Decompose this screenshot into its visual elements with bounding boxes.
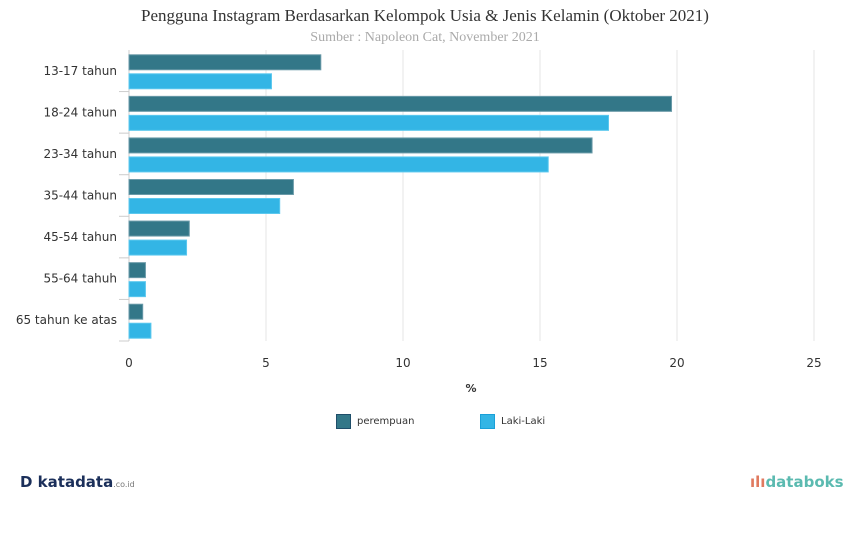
y-tick-label: 45-54 tahun: [43, 230, 117, 244]
legend-label: perempuan: [357, 416, 415, 427]
katadata-logo: D katadata.co.id: [20, 473, 135, 491]
bar-laki-laki-4: [128, 239, 188, 256]
legend-item-laki-laki[interactable]: Laki-Laki: [480, 414, 545, 429]
bar-perempuan-2: [128, 137, 593, 154]
bar-perempuan-1: [128, 95, 673, 112]
databoks-logo: ılıdataboks: [750, 473, 844, 491]
y-tick-label: 18-24 tahun: [43, 105, 117, 119]
bar-laki-laki-6: [128, 322, 152, 339]
x-tick-label: 20: [669, 356, 684, 370]
legend-item-perempuan[interactable]: perempuan: [336, 414, 414, 429]
bar-chart: 0 5 10 15 20 25% 13-17 tahun 18-24 tahun 23-34 t…: [16, 50, 822, 395]
bar-perempuan-4: [128, 220, 190, 237]
x-tick-label: 0: [125, 356, 133, 370]
bar-perempuan-0: [128, 54, 322, 71]
y-tick-label: 35-44 tahun: [43, 189, 117, 203]
bar-laki-laki-1: [128, 114, 609, 131]
y-tick-label: 55-64 tahuh: [43, 272, 117, 286]
legend-label: Laki-Laki: [501, 416, 546, 427]
bar-perempuan-5: [128, 262, 146, 279]
chart-subtitle: Sumber : Napoleon Cat, November 2021: [310, 30, 540, 45]
legend-swatch: [480, 414, 495, 429]
bar-laki-laki-0: [128, 73, 272, 90]
y-tick-label: 13-17 tahun: [43, 64, 117, 78]
bar-laki-laki-3: [128, 198, 281, 214]
chart-title: Pengguna Instagram Berdasarkan Kelompok …: [141, 6, 709, 25]
y-tick-label: 23-34 tahun: [43, 147, 117, 161]
bar-laki-laki-5: [128, 281, 146, 298]
x-tick-label: 5: [262, 356, 270, 370]
x-tick-label: 25: [806, 356, 821, 370]
y-tick-label: 65 tahun ke atas: [16, 313, 117, 327]
legend-swatch: [336, 414, 351, 429]
bar-perempuan-3: [128, 179, 294, 195]
bar-perempuan-6: [128, 303, 144, 320]
x-tick-label: 15: [532, 356, 547, 370]
bar-laki-laki-2: [128, 156, 549, 173]
x-tick-label: 10: [395, 356, 410, 370]
x-axis-label: %: [465, 382, 476, 395]
